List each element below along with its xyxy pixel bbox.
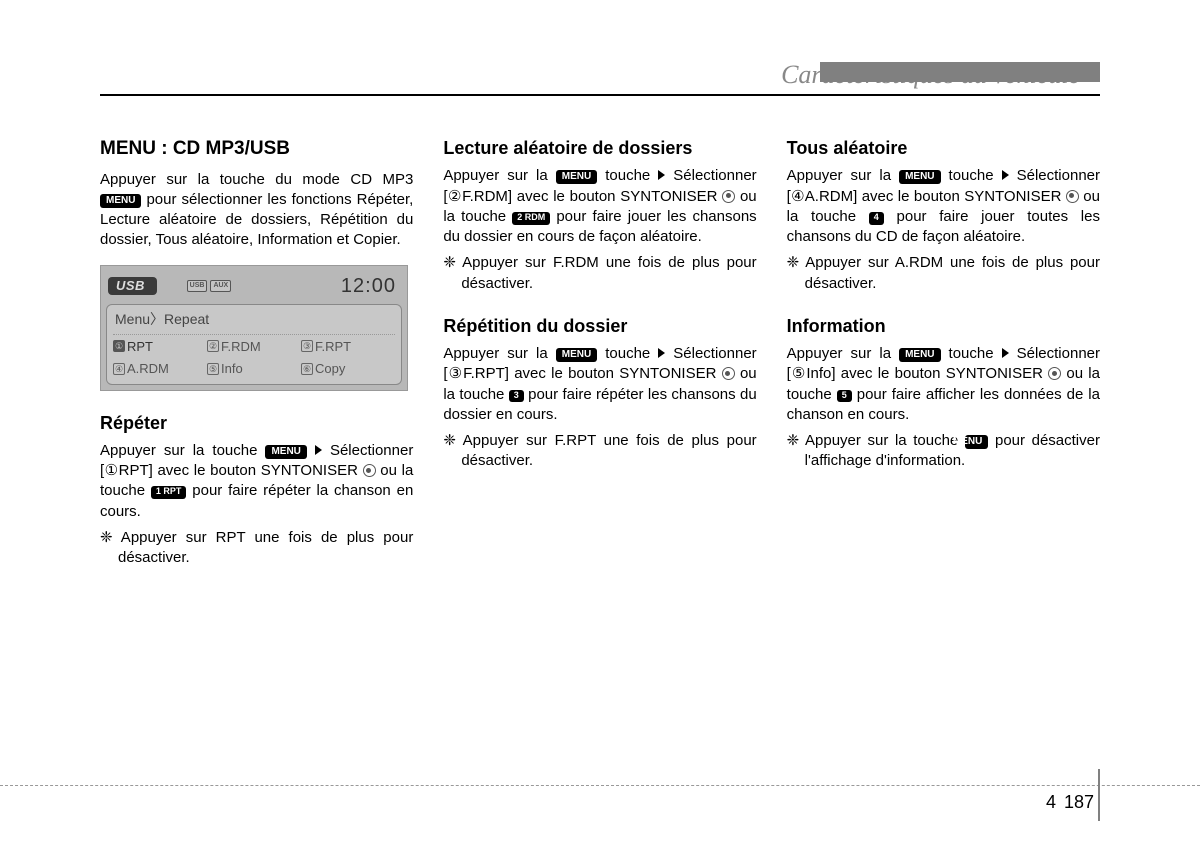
menu-button-icon: MENU	[265, 445, 306, 459]
preset-1rpt-button-icon: 1 RPT	[151, 486, 187, 499]
heading-tous-aleatoire: Tous aléatoire	[787, 136, 1100, 160]
note-rpt: ❈ Appuyer sur RPT une fois de plus pour …	[100, 528, 413, 569]
para-frpt: Appuyer sur la MENU touche Sélectionner …	[443, 344, 756, 425]
lcd-menu-box: Menu〉Repeat ①RPT ②F.RDM ③F.RPT ④A.RDM ⑤I…	[106, 304, 402, 385]
tune-knob-icon	[363, 464, 376, 477]
heading-repetition-dossier: Répétition du dossier	[443, 314, 756, 338]
footer-dashed-line	[0, 785, 1200, 786]
preset-3-button-icon: 3	[509, 390, 524, 403]
heading-menu: MENU : CD MP3/USB	[100, 136, 413, 162]
lcd-screenshot: USB USB AUX 12:00 Menu〉Repeat ①RPT ②F.RD…	[100, 265, 408, 391]
para-frdm: Appuyer sur la MENU touche Sélectionner …	[443, 166, 756, 247]
chapter-number: 4	[1046, 792, 1056, 813]
lcd-item-frdm: ②F.RDM	[207, 338, 301, 356]
para-intro: Appuyer sur la touche du mode CD MP3 MEN…	[100, 170, 413, 251]
menu-button-icon: MENU	[965, 435, 988, 449]
preset-2rdm-button-icon: 2 RDM	[512, 212, 550, 225]
lcd-status-bar: USB USB AUX 12:00	[106, 271, 402, 304]
column-3: Tous aléatoire Appuyer sur la MENU touch…	[787, 136, 1100, 574]
para-repeter: Appuyer sur la touche MENU Sélectionner …	[100, 441, 413, 522]
note-frdm: ❈ Appuyer sur F.RDM une fois de plus pou…	[443, 253, 756, 294]
manual-page: Caractéristiques du véhicule MENU : CD M…	[0, 0, 1200, 861]
page-header: Caractéristiques du véhicule	[100, 60, 1100, 96]
heading-lecture-aleatoire: Lecture aléatoire de dossiers	[443, 136, 756, 160]
note-ardm: ❈ Appuyer sur A.RDM une fois de plus pou…	[787, 253, 1100, 294]
lcd-mini-badges: USB AUX	[187, 280, 232, 291]
content-columns: MENU : CD MP3/USB Appuyer sur la touche …	[100, 136, 1100, 574]
lcd-item-copy: ⑥Copy	[301, 360, 395, 378]
lcd-item-info: ⑤Info	[207, 360, 301, 378]
tune-knob-icon	[1066, 190, 1079, 203]
heading-repeter: Répéter	[100, 411, 413, 435]
menu-button-icon: MENU	[556, 348, 597, 362]
heading-information: Information	[787, 314, 1100, 338]
menu-button-icon: MENU	[899, 348, 940, 362]
tune-knob-icon	[722, 190, 735, 203]
footer-grey-bar	[1098, 769, 1100, 821]
column-2: Lecture aléatoire de dossiers Appuyer su…	[443, 136, 756, 574]
header-grey-tab	[820, 62, 1100, 82]
note-info: ❈ Appuyer sur la touche MENU pour désact…	[787, 431, 1100, 472]
page-number-value: 187	[1064, 792, 1094, 812]
menu-button-icon: MENU	[899, 170, 940, 184]
menu-button-icon: MENU	[556, 170, 597, 184]
chevron-right-icon	[658, 170, 665, 180]
chevron-right-icon	[315, 445, 322, 455]
chevron-right-icon	[1002, 348, 1009, 358]
chevron-right-icon	[658, 348, 665, 358]
menu-button-icon: MENU	[100, 194, 141, 208]
para-ardm: Appuyer sur la MENU touche Sélectionner …	[787, 166, 1100, 247]
preset-5-button-icon: 5	[837, 390, 852, 403]
lcd-item-frpt: ③F.RPT	[301, 338, 395, 356]
lcd-item-ardm: ④A.RDM	[113, 360, 207, 378]
page-number: 4 187	[1064, 792, 1094, 813]
para-info: Appuyer sur la MENU touche Sélectionner …	[787, 344, 1100, 425]
tune-knob-icon	[1048, 367, 1061, 380]
lcd-clock: 12:00	[341, 273, 396, 300]
tune-knob-icon	[722, 367, 735, 380]
lcd-item-rpt: ①RPT	[113, 338, 207, 356]
lcd-source-badge: USB	[108, 277, 157, 296]
column-1: MENU : CD MP3/USB Appuyer sur la touche …	[100, 136, 413, 574]
note-frpt: ❈ Appuyer sur F.RPT une fois de plus pou…	[443, 431, 756, 472]
lcd-breadcrumb: Menu〉Repeat	[113, 309, 395, 335]
lcd-menu-grid: ①RPT ②F.RDM ③F.RPT ④A.RDM ⑤Info ⑥Copy	[113, 338, 395, 378]
chevron-right-icon	[1002, 170, 1009, 180]
preset-4-button-icon: 4	[869, 212, 884, 225]
